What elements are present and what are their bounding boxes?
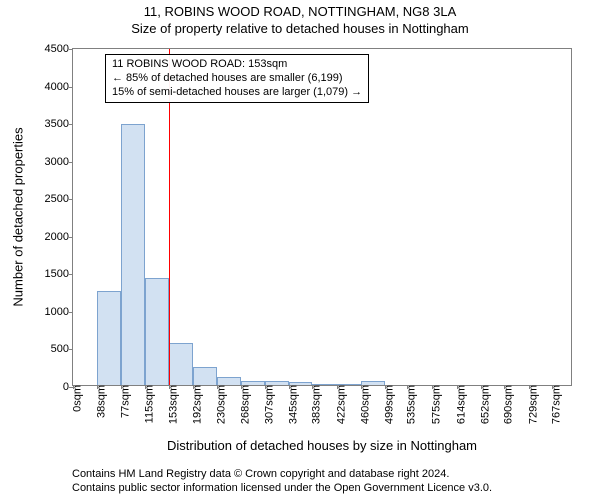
x-tick-label: 729sqm [523, 385, 539, 424]
x-tick-label: 383sqm [307, 385, 323, 424]
y-tick-label: 2500 [45, 193, 73, 205]
y-tick-label: 4000 [45, 81, 73, 93]
x-tick-label: 307sqm [259, 385, 275, 424]
footer-copyright-1: Contains HM Land Registry data © Crown c… [72, 468, 449, 480]
gridline [73, 199, 571, 200]
gridline [73, 162, 571, 163]
x-tick-label: 767sqm [547, 385, 563, 424]
annotation-line: ← 85% of detached houses are smaller (6,… [112, 72, 362, 86]
x-tick-label: 77sqm [116, 385, 132, 418]
x-tick-label: 268sqm [235, 385, 251, 424]
y-tick-label: 3500 [45, 118, 73, 130]
x-axis-label: Distribution of detached houses by size … [167, 438, 477, 453]
x-tick-label: 614sqm [451, 385, 467, 424]
x-tick-label: 345sqm [283, 385, 299, 424]
y-tick-label: 1000 [45, 306, 73, 318]
y-axis-label: Number of detached properties [11, 127, 26, 306]
chart-container: 11, ROBINS WOOD ROAD, NOTTINGHAM, NG8 3L… [0, 0, 600, 500]
x-tick-label: 230sqm [211, 385, 227, 424]
x-tick-label: 690sqm [499, 385, 515, 424]
histogram-bar [169, 343, 193, 385]
x-tick-label: 535sqm [402, 385, 418, 424]
x-tick-label: 652sqm [475, 385, 491, 424]
annotation-box: 11 ROBINS WOOD ROAD: 153sqm ← 85% of det… [105, 54, 369, 103]
y-tick-label: 2000 [45, 231, 73, 243]
x-tick-label: 499sqm [379, 385, 395, 424]
x-tick-label: 460sqm [355, 385, 371, 424]
gridline [73, 274, 571, 275]
annotation-line: 11 ROBINS WOOD ROAD: 153sqm [112, 58, 362, 72]
annotation-line: 15% of semi-detached houses are larger (… [112, 86, 362, 100]
histogram-bar [121, 124, 145, 385]
y-tick-label: 500 [51, 343, 73, 355]
x-tick-label: 0sqm [68, 385, 84, 412]
y-tick-label: 4500 [45, 43, 73, 55]
histogram-bar [193, 367, 217, 385]
histogram-bar [97, 291, 121, 385]
chart-subtitle: Size of property relative to detached ho… [0, 19, 600, 36]
x-tick-label: 422sqm [331, 385, 347, 424]
gridline [73, 124, 571, 125]
y-tick-label: 1500 [45, 268, 73, 280]
x-tick-label: 153sqm [163, 385, 179, 424]
histogram-bar [145, 278, 169, 385]
gridline [73, 237, 571, 238]
x-tick-label: 38sqm [91, 385, 107, 418]
x-tick-label: 115sqm [139, 385, 155, 423]
y-tick-label: 3000 [45, 156, 73, 168]
x-tick-label: 192sqm [188, 385, 204, 424]
x-tick-label: 575sqm [427, 385, 443, 424]
histogram-bar [217, 377, 241, 385]
footer-copyright-2: Contains public sector information licen… [72, 482, 492, 494]
chart-title-address: 11, ROBINS WOOD ROAD, NOTTINGHAM, NG8 3L… [0, 0, 600, 19]
